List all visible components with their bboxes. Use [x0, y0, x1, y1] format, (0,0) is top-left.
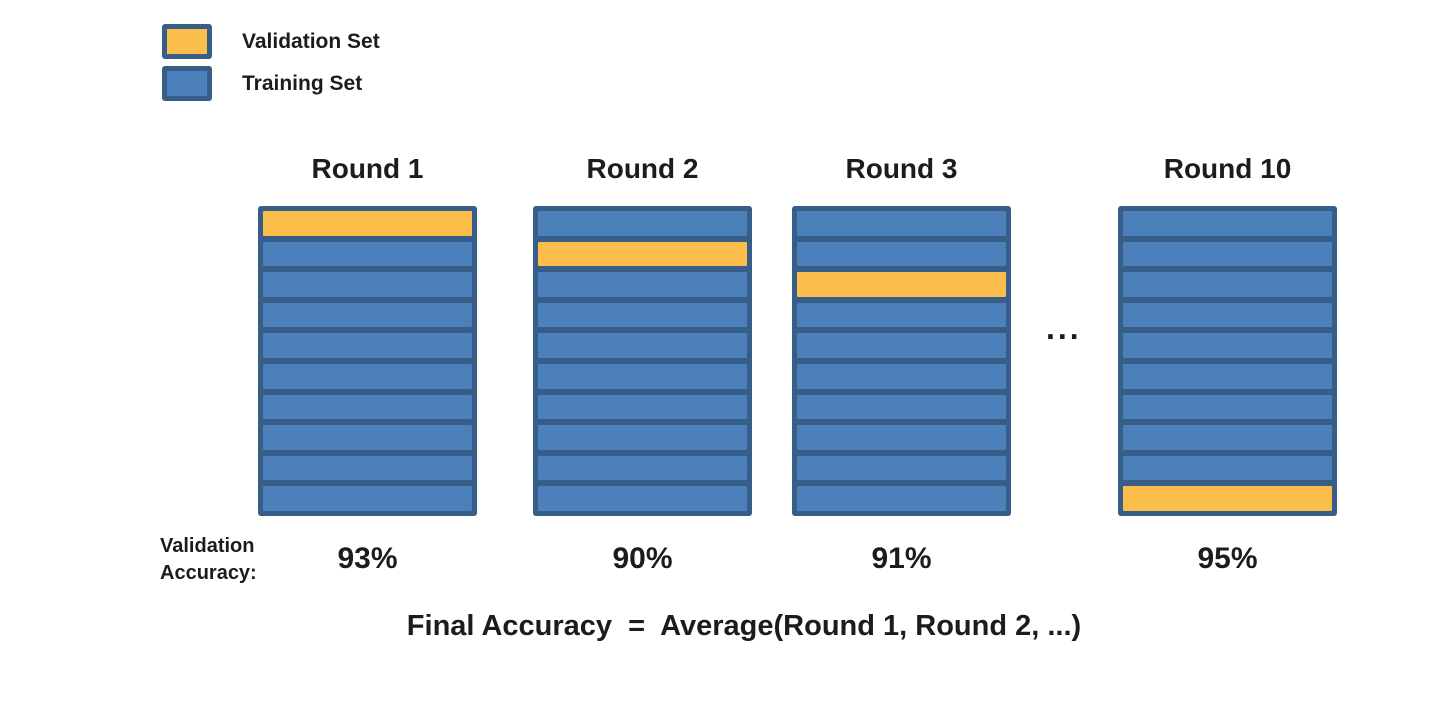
round-title: Round 1 — [311, 153, 424, 184]
round-column-1: Round 1 93% — [258, 150, 477, 576]
validation-fold — [1123, 486, 1332, 511]
legend: Validation Set Training Set — [162, 24, 380, 101]
fold-stack — [1118, 206, 1337, 516]
training-fold — [1123, 363, 1332, 389]
training-swatch — [162, 66, 212, 101]
training-fold — [1123, 241, 1332, 267]
fold-stack — [792, 206, 1011, 516]
training-fold — [538, 394, 747, 420]
training-fold — [263, 455, 472, 481]
ellipsis: ... — [1046, 310, 1082, 346]
training-fold — [797, 455, 1006, 481]
training-fold — [1123, 272, 1332, 297]
round-title: Round 2 — [586, 153, 699, 184]
training-fold — [1123, 302, 1332, 328]
training-fold — [797, 302, 1006, 328]
validation-fold — [797, 272, 1006, 297]
round-column-2: Round 2 90% — [533, 150, 752, 576]
training-fold — [797, 333, 1006, 358]
round-accuracy: 91% — [871, 542, 932, 575]
legend-item-validation: Validation Set — [162, 24, 380, 59]
training-fold — [797, 241, 1006, 267]
training-fold — [797, 486, 1006, 511]
round-accuracy: 90% — [612, 542, 673, 575]
training-fold — [538, 333, 747, 358]
legend-item-training: Training Set — [162, 66, 380, 101]
training-fold — [538, 302, 747, 328]
training-fold — [797, 363, 1006, 389]
round-column-4: Round 10 95% — [1118, 150, 1337, 576]
legend-item-label: Training Set — [242, 71, 363, 95]
training-fold — [263, 363, 472, 389]
training-fold — [1123, 455, 1332, 481]
training-fold — [538, 272, 747, 297]
training-fold — [538, 425, 747, 450]
round-accuracy: 93% — [337, 542, 398, 575]
training-fold — [1123, 425, 1332, 450]
legend-item-label: Validation Set — [242, 29, 380, 53]
validation-accuracy-label: Validation Accuracy: — [160, 535, 257, 584]
training-fold — [263, 486, 472, 511]
fold-stack — [533, 206, 752, 516]
training-fold — [538, 486, 747, 511]
round-title: Round 3 — [845, 153, 958, 184]
training-fold — [538, 363, 747, 389]
training-fold — [263, 272, 472, 297]
final-accuracy-formula: Final Accuracy = Average(Round 1, Round … — [406, 610, 1082, 642]
training-fold — [538, 455, 747, 481]
training-fold — [538, 211, 747, 236]
round-accuracy: 95% — [1197, 542, 1258, 575]
training-fold — [263, 302, 472, 328]
fold-stack — [258, 206, 477, 516]
training-fold — [1123, 211, 1332, 236]
training-fold — [263, 241, 472, 267]
validation-swatch — [162, 24, 212, 59]
training-fold — [797, 425, 1006, 450]
training-fold — [1123, 394, 1332, 420]
training-fold — [263, 425, 472, 450]
round-column-3: Round 3 91% — [792, 150, 1011, 576]
training-fold — [797, 394, 1006, 420]
round-title: Round 10 — [1163, 153, 1292, 184]
training-fold — [797, 211, 1006, 236]
training-fold — [263, 333, 472, 358]
validation-fold — [263, 211, 472, 236]
training-fold — [1123, 333, 1332, 358]
training-fold — [263, 394, 472, 420]
validation-fold — [538, 241, 747, 267]
